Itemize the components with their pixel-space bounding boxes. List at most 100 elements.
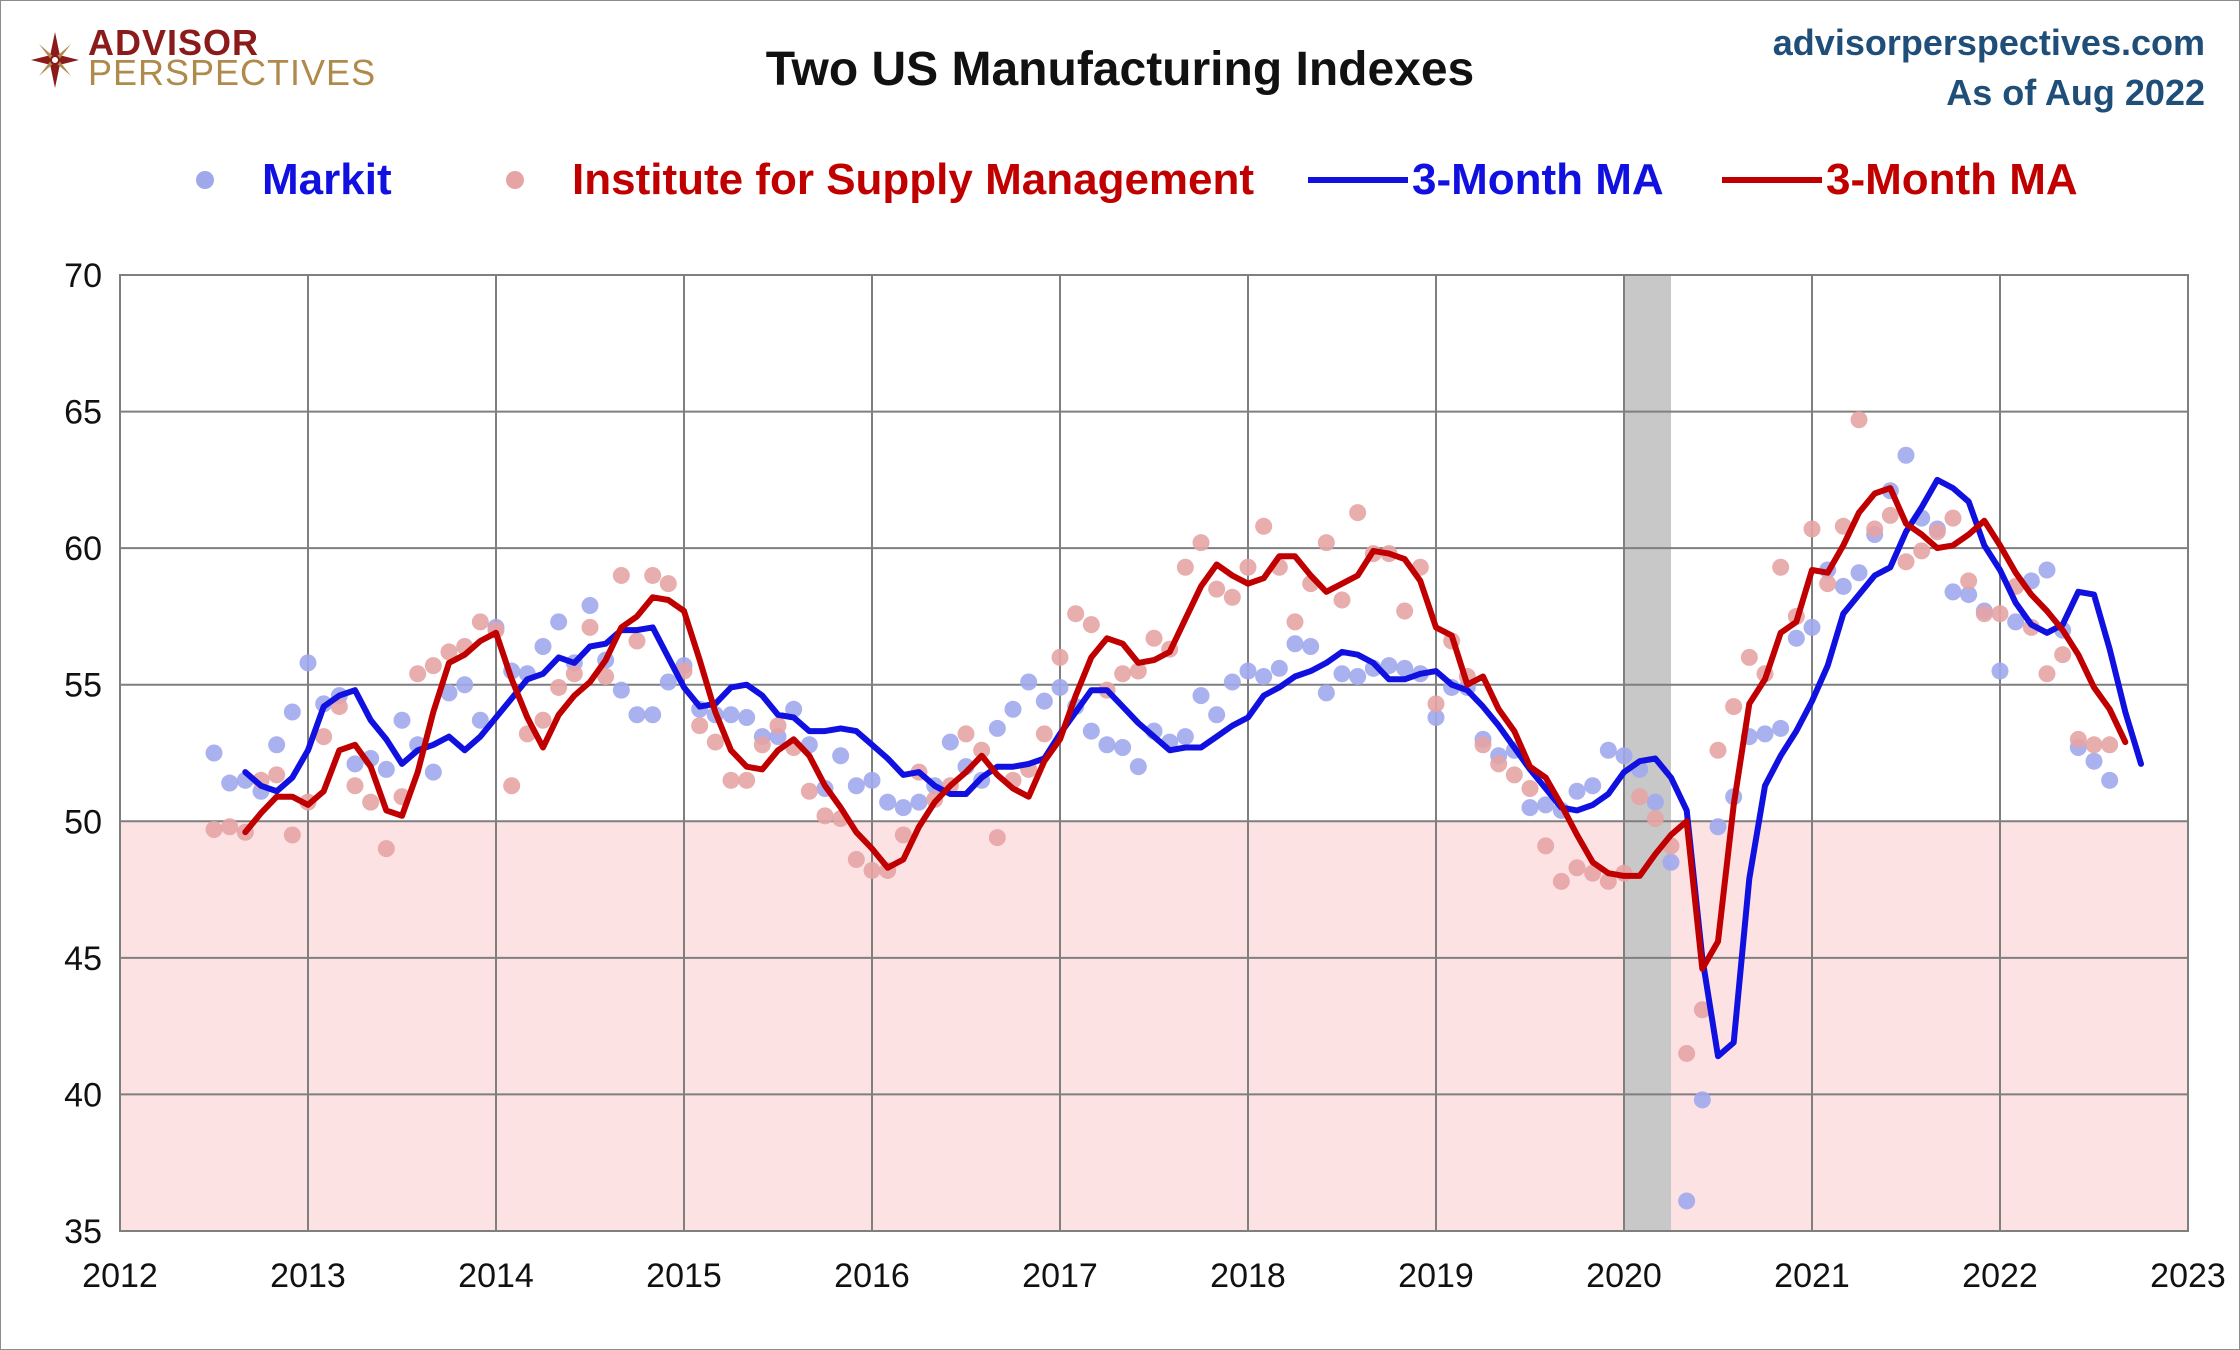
markit-point [1051,678,1069,696]
ism-point [1208,580,1226,598]
ism-point [863,861,881,879]
markit-point [1317,684,1335,702]
ism-point [1521,780,1539,798]
ism-point [1114,665,1132,683]
markit-point [1615,747,1633,765]
ism-point [1678,1044,1696,1062]
ism-point [346,777,364,795]
y-tick-label: 45 [64,940,102,978]
markit-point [1270,659,1288,677]
y-tick-label: 35 [64,1213,102,1251]
ism-point [1067,605,1085,623]
logo-text-perspectives: PERSPECTIVES [88,52,377,93]
ism-point [1850,411,1868,429]
markit-point [1223,673,1241,691]
ism-point [1552,872,1570,890]
ism-point [1913,542,1931,560]
ism-point [1490,755,1508,773]
markit-point [1991,662,2009,680]
ism-point [816,807,834,825]
ism-point [800,782,818,800]
markit-point [471,711,489,729]
markit-point [268,736,286,754]
x-tick-label: 2019 [1398,1257,1474,1295]
ism-point [2101,736,2119,754]
markit-point [283,703,301,721]
markit-point [879,793,897,811]
markit-point [1584,777,1602,795]
legend-item-ism-ma: 3-Month MA [1722,150,2078,210]
ism-point [1975,605,1993,623]
ism-point [2085,736,2103,754]
markit-point [1098,736,1116,754]
ism-point [894,826,912,844]
ism-point [1693,1001,1711,1019]
markit-point [1834,577,1852,595]
ism-point [440,643,458,661]
markit-point [659,673,677,691]
ism-point [722,771,740,789]
ism-point [409,665,427,683]
legend-item-markit-ma: 3-Month MA [1308,150,1664,210]
markit-point [644,706,662,724]
ism-point [550,678,568,696]
markit-point [1020,673,1038,691]
ism-point [362,793,380,811]
ism-point [2069,730,2087,748]
ism-point [988,829,1006,847]
legend-marker-ism [506,171,524,189]
markit-point [550,613,568,631]
ism-point [1505,766,1523,784]
site-url: advisorperspectives.com [1772,22,2205,63]
ism-point [1082,616,1100,634]
x-tick-label: 2017 [1022,1257,1098,1295]
markit-point [1693,1091,1711,1109]
ism-point [1427,695,1445,713]
ism-point [1740,648,1758,666]
ism-point [377,840,395,858]
ism-point [1944,509,1962,527]
legend-label-markit: Markit [262,155,392,204]
ism-point [1725,698,1743,716]
markit-point [1803,618,1821,636]
markit-point [205,744,223,762]
markit-point [456,676,474,694]
ism-point [659,575,677,593]
chart-title: Two US Manufacturing Indexes [765,43,1475,96]
ism-point [565,665,583,683]
ism-point [221,818,239,836]
ism-point [1599,872,1617,890]
ism-point [424,657,442,675]
x-tick-label: 2020 [1586,1257,1662,1295]
markit-point [1333,665,1351,683]
y-tick-label: 70 [64,257,102,295]
ism-point [1286,613,1304,631]
markit-point [1568,782,1586,800]
x-tick-label: 2022 [1962,1257,2038,1295]
ism-point [1568,859,1586,877]
axes-layer: 35 40 45 50 55 60 65 70 2012 2013 2014 2015 2016 2017… [64,257,2226,1295]
markit-point [346,755,364,773]
ism-point [738,771,756,789]
markit-ma-line [242,476,2144,1060]
as-of-date: As of Aug 2022 [1946,72,2205,113]
background-layer [120,275,2188,1231]
markit-point [440,684,458,702]
ism-point [471,613,489,631]
ism-point [1333,591,1351,609]
markit-point [2007,613,2025,631]
ism-point [1129,662,1147,680]
ism-point [1866,520,1884,538]
markit-point [1286,635,1304,653]
markit-point [832,747,850,765]
ism-point [612,566,630,584]
y-tick-label: 65 [64,394,102,432]
markit-point [299,654,317,672]
markit-point [847,777,865,795]
markit-point [377,760,395,778]
markit-point [1114,739,1132,757]
legend-marker-markit [196,171,214,189]
x-tick-label: 2018 [1210,1257,1286,1295]
markit-point [1944,583,1962,601]
ism-point [283,826,301,844]
